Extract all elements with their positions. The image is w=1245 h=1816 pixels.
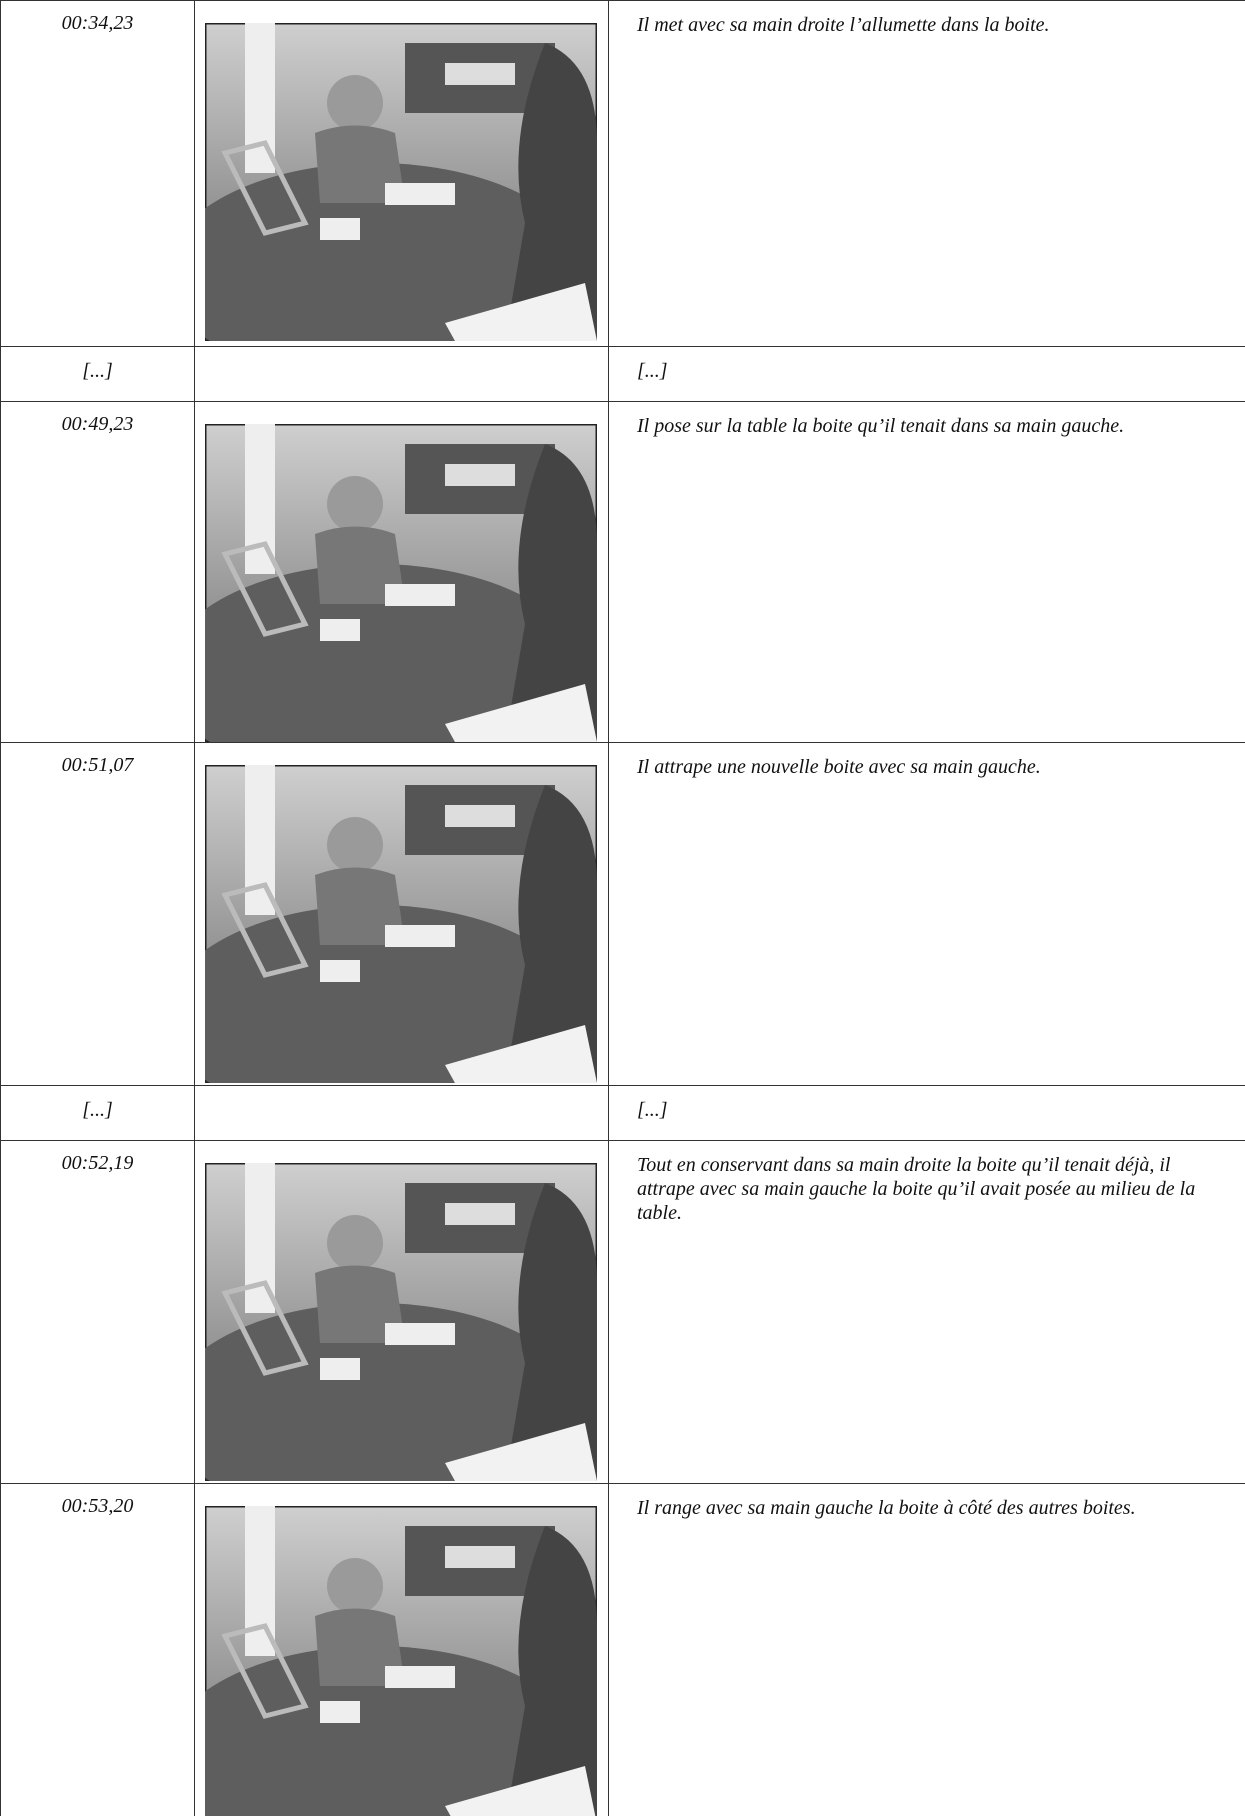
- timecode: 00:51,07: [0, 742, 195, 1086]
- frame-row: 00:53,20 Il range avec sa main gauche la…: [0, 1483, 1245, 1816]
- image-cell: [194, 0, 609, 347]
- timecode: 00:49,23: [0, 401, 195, 743]
- description: Tout en conservant dans sa main droite l…: [608, 1140, 1245, 1484]
- timecode: 00:52,19: [0, 1140, 195, 1484]
- video-frame: [205, 424, 597, 742]
- video-frame: [205, 765, 597, 1083]
- frame-row: 00:49,23 Il pose sur la table la boite q…: [0, 401, 1245, 743]
- image-cell: [194, 742, 609, 1086]
- image-cell: [194, 1140, 609, 1484]
- timecode: [...]: [0, 1085, 195, 1141]
- description: Il range avec sa main gauche la boite à …: [608, 1483, 1245, 1816]
- image-cell: [194, 346, 609, 402]
- frame-row: 00:34,23 Il met avec sa main droite l’al…: [0, 0, 1245, 347]
- frame-row: 00:51,07 Il attrape une nouvelle boite a…: [0, 742, 1245, 1086]
- timecode: 00:34,23: [0, 0, 195, 347]
- image-cell: [194, 1483, 609, 1816]
- video-frame: [205, 1506, 597, 1816]
- description: Il met avec sa main droite l’allumette d…: [608, 0, 1245, 347]
- description: Il attrape une nouvelle boite avec sa ma…: [608, 742, 1245, 1086]
- video-frame: [205, 23, 597, 341]
- separator-row: [...] [...]: [0, 1085, 1245, 1141]
- frame-row: 00:52,19 Tout en conservant dans sa main…: [0, 1140, 1245, 1484]
- description: [...]: [608, 346, 1245, 402]
- separator-row: [...] [...]: [0, 346, 1245, 402]
- timecode: [...]: [0, 346, 195, 402]
- image-cell: [194, 1085, 609, 1141]
- image-cell: [194, 401, 609, 743]
- timecode: 00:53,20: [0, 1483, 195, 1816]
- video-frame: [205, 1163, 597, 1481]
- description: Il pose sur la table la boite qu’il tena…: [608, 401, 1245, 743]
- description: [...]: [608, 1085, 1245, 1141]
